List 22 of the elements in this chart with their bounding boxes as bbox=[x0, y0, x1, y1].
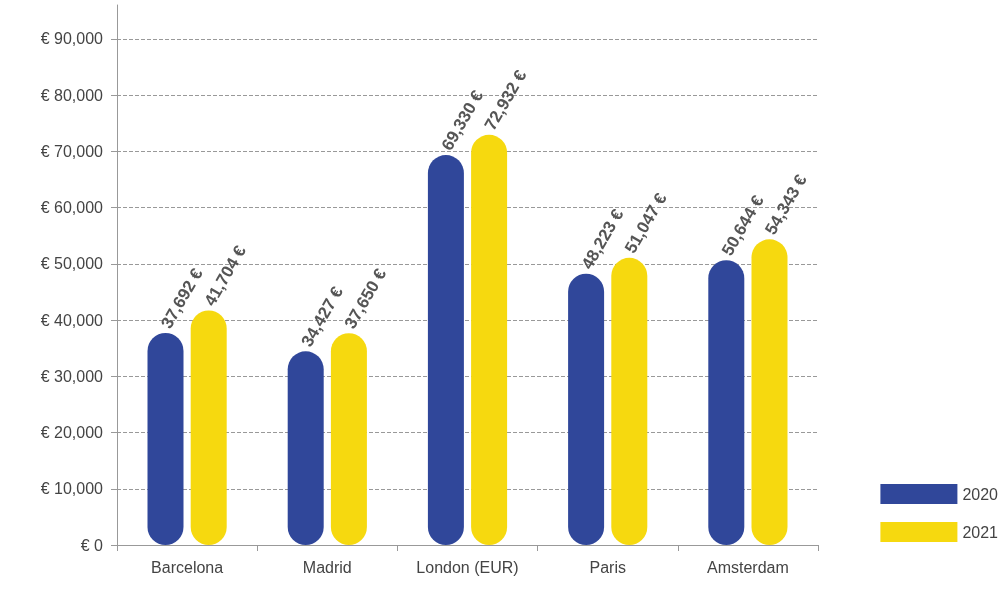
y-tick-label: € 40,000 bbox=[40, 311, 104, 329]
bar bbox=[568, 273, 605, 545]
y-tick-label: € 10,000 bbox=[40, 480, 104, 498]
x-tick-label: Paris bbox=[589, 558, 626, 576]
bar bbox=[287, 351, 324, 545]
x-tick-label: Amsterdam bbox=[707, 558, 789, 576]
y-tick-label: € 70,000 bbox=[40, 142, 104, 160]
bar bbox=[147, 332, 184, 545]
x-tick-label: Barcelona bbox=[151, 558, 224, 576]
y-tick-label: € 50,000 bbox=[40, 255, 104, 273]
y-tick-label: € 80,000 bbox=[40, 86, 104, 104]
x-tick-label: Madrid bbox=[302, 558, 352, 576]
y-tick-label: € 60,000 bbox=[40, 199, 104, 216]
bar bbox=[427, 155, 464, 545]
y-tick-label: € 30,000 bbox=[40, 367, 104, 385]
legend-label: 2020 bbox=[962, 485, 999, 503]
legend-label: 2021 bbox=[962, 523, 999, 541]
x-tick-label: London (EUR) bbox=[416, 558, 519, 576]
y-tick-label: € 90,000 bbox=[40, 30, 104, 48]
y-tick-label: € 20,000 bbox=[40, 424, 104, 441]
y-tick-label: € 0 bbox=[80, 536, 104, 554]
bar bbox=[708, 260, 745, 545]
